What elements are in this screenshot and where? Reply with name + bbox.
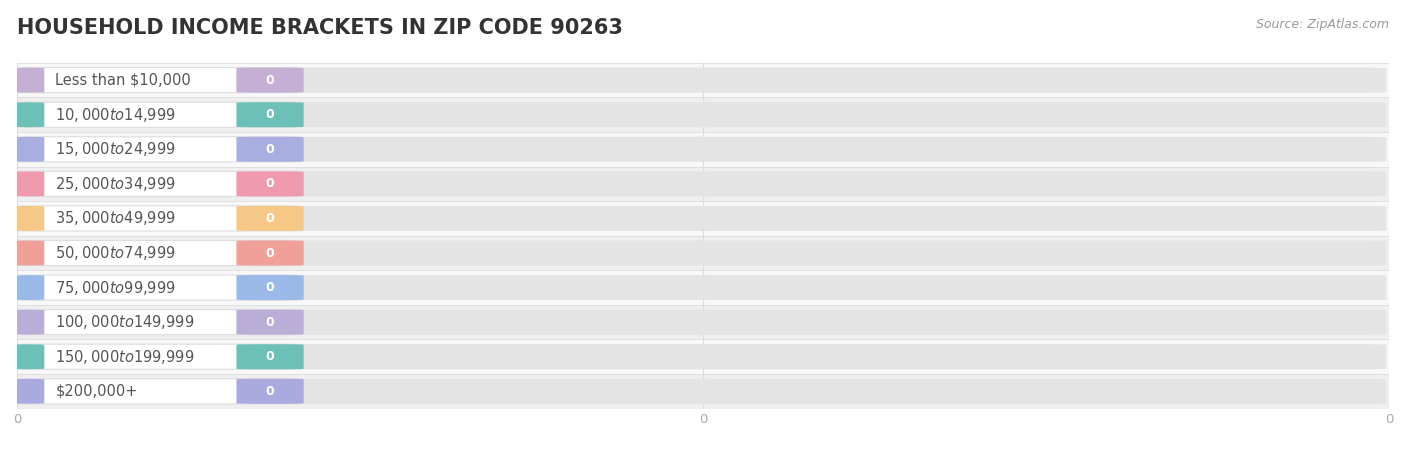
Text: 0: 0: [266, 350, 274, 363]
FancyBboxPatch shape: [236, 275, 304, 300]
FancyBboxPatch shape: [13, 241, 302, 265]
Text: 0: 0: [266, 281, 274, 294]
FancyBboxPatch shape: [14, 275, 45, 300]
Text: Source: ZipAtlas.com: Source: ZipAtlas.com: [1256, 18, 1389, 31]
FancyBboxPatch shape: [14, 206, 45, 231]
FancyBboxPatch shape: [236, 172, 304, 196]
Text: $200,000+: $200,000+: [55, 384, 138, 399]
FancyBboxPatch shape: [13, 379, 1386, 404]
FancyBboxPatch shape: [13, 68, 302, 92]
Text: 0: 0: [266, 108, 274, 121]
Bar: [17, 97, 1389, 132]
FancyBboxPatch shape: [236, 68, 304, 92]
FancyBboxPatch shape: [13, 241, 1386, 265]
Text: $15,000 to $24,999: $15,000 to $24,999: [55, 140, 176, 158]
Text: $75,000 to $99,999: $75,000 to $99,999: [55, 278, 176, 297]
FancyBboxPatch shape: [13, 310, 1386, 335]
Text: $150,000 to $199,999: $150,000 to $199,999: [55, 348, 194, 366]
FancyBboxPatch shape: [13, 310, 302, 335]
FancyBboxPatch shape: [13, 102, 302, 127]
FancyBboxPatch shape: [236, 241, 304, 265]
Bar: [17, 236, 1389, 270]
FancyBboxPatch shape: [236, 344, 304, 369]
Text: 0: 0: [266, 143, 274, 156]
Text: 0: 0: [266, 247, 274, 260]
Bar: [17, 305, 1389, 339]
FancyBboxPatch shape: [14, 344, 45, 369]
FancyBboxPatch shape: [13, 206, 1386, 231]
Bar: [17, 270, 1389, 305]
FancyBboxPatch shape: [13, 137, 1386, 162]
FancyBboxPatch shape: [236, 137, 304, 162]
Bar: [17, 132, 1389, 167]
Bar: [17, 339, 1389, 374]
Text: 0: 0: [266, 212, 274, 225]
FancyBboxPatch shape: [236, 379, 304, 404]
Text: $100,000 to $149,999: $100,000 to $149,999: [55, 313, 194, 331]
FancyBboxPatch shape: [14, 102, 45, 127]
Bar: [17, 374, 1389, 409]
FancyBboxPatch shape: [14, 310, 45, 335]
FancyBboxPatch shape: [13, 275, 1386, 300]
Bar: [17, 63, 1389, 97]
FancyBboxPatch shape: [14, 379, 45, 404]
FancyBboxPatch shape: [236, 102, 304, 127]
Text: $50,000 to $74,999: $50,000 to $74,999: [55, 244, 176, 262]
Text: $35,000 to $49,999: $35,000 to $49,999: [55, 209, 176, 228]
Text: Less than $10,000: Less than $10,000: [55, 73, 191, 88]
Text: HOUSEHOLD INCOME BRACKETS IN ZIP CODE 90263: HOUSEHOLD INCOME BRACKETS IN ZIP CODE 90…: [17, 18, 623, 38]
FancyBboxPatch shape: [13, 206, 302, 231]
Text: 0: 0: [266, 316, 274, 329]
FancyBboxPatch shape: [14, 172, 45, 196]
FancyBboxPatch shape: [13, 379, 302, 404]
FancyBboxPatch shape: [14, 68, 45, 92]
FancyBboxPatch shape: [236, 310, 304, 335]
Text: $10,000 to $14,999: $10,000 to $14,999: [55, 106, 176, 124]
FancyBboxPatch shape: [13, 68, 1386, 92]
FancyBboxPatch shape: [13, 172, 302, 196]
Bar: [17, 201, 1389, 236]
FancyBboxPatch shape: [236, 206, 304, 231]
FancyBboxPatch shape: [14, 241, 45, 265]
FancyBboxPatch shape: [13, 275, 302, 300]
Text: $25,000 to $34,999: $25,000 to $34,999: [55, 175, 176, 193]
FancyBboxPatch shape: [13, 137, 302, 162]
FancyBboxPatch shape: [13, 102, 1386, 127]
FancyBboxPatch shape: [13, 172, 1386, 196]
Bar: [17, 167, 1389, 201]
Text: 0: 0: [266, 177, 274, 190]
FancyBboxPatch shape: [13, 344, 1386, 369]
FancyBboxPatch shape: [13, 344, 302, 369]
FancyBboxPatch shape: [14, 137, 45, 162]
Text: 0: 0: [266, 74, 274, 87]
Text: 0: 0: [266, 385, 274, 398]
